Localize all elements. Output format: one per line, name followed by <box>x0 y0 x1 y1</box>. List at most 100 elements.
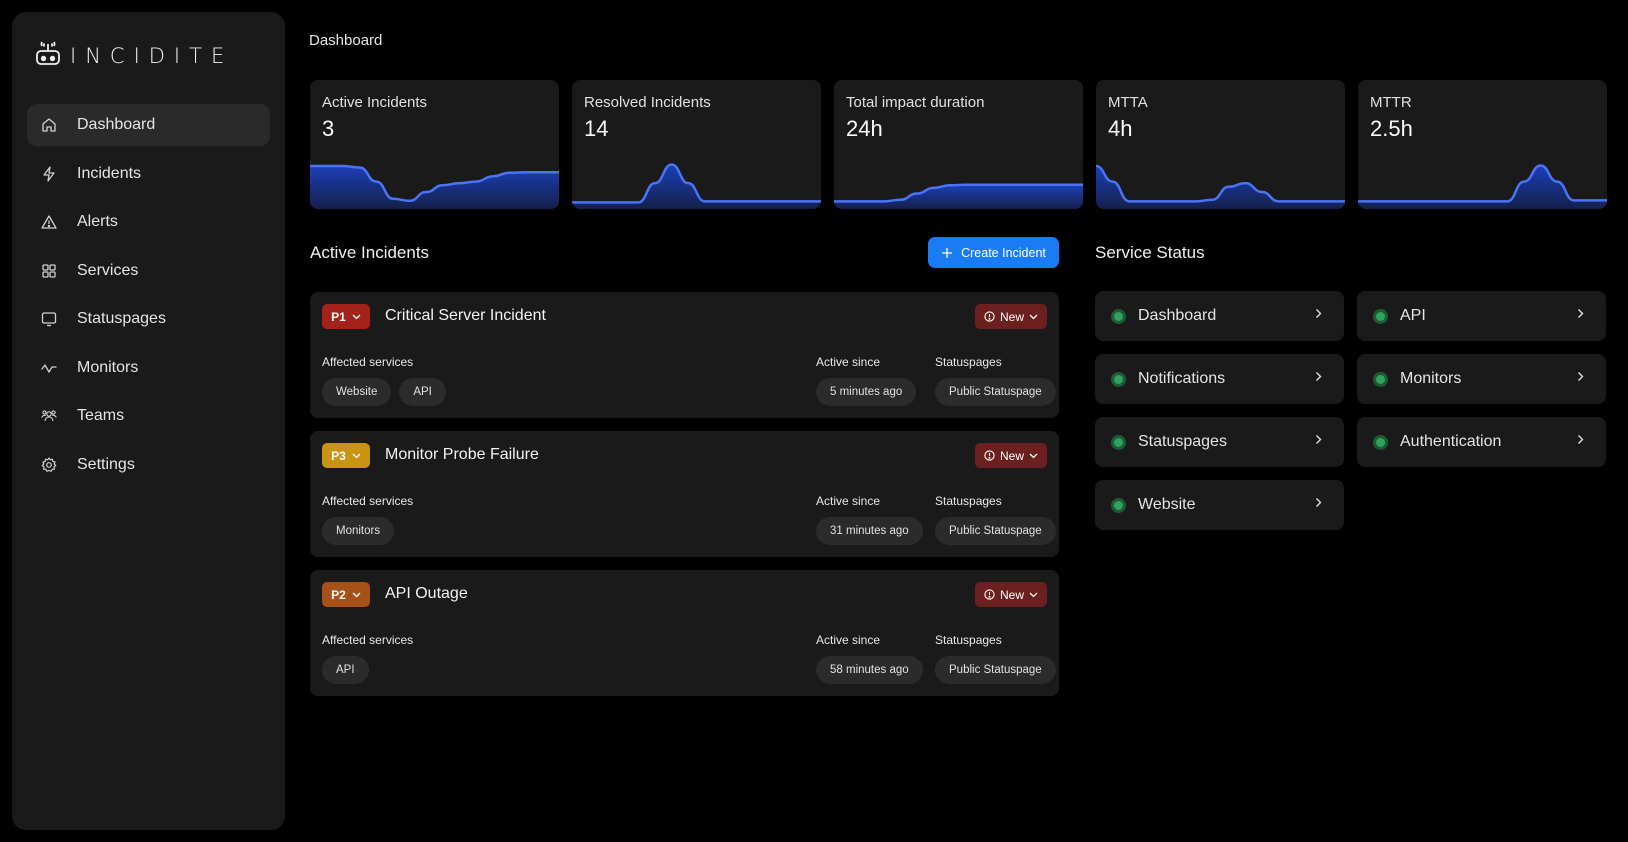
sidebar-item-monitors[interactable]: Monitors <box>27 347 270 389</box>
alert-circle-icon <box>984 311 995 322</box>
sidebar-item-label: Settings <box>77 455 135 473</box>
incident-list: P1 Critical Server Incident New Affected… <box>310 292 1059 709</box>
chevron-down-icon <box>1029 453 1038 458</box>
active-since-label: Active since <box>816 355 881 369</box>
sidebar: INCIDITE Dashboard Incidents Alerts Serv… <box>12 12 285 830</box>
affected-services: Monitors <box>322 517 395 545</box>
stat-card-mtta[interactable]: MTTA 4h <box>1096 80 1345 209</box>
statuspage-chip[interactable]: Public Statuspage <box>935 517 1056 545</box>
incident-card[interactable]: P2 API Outage New Affected services Acti… <box>310 570 1059 696</box>
create-incident-button[interactable]: Create Incident <box>928 237 1059 268</box>
sidebar-item-label: Statuspages <box>77 310 166 327</box>
service-item-api[interactable]: API <box>1357 291 1606 341</box>
priority-dropdown[interactable]: P2 <box>322 582 370 607</box>
sidebar-item-services[interactable]: Services <box>27 250 270 292</box>
service-item-statuspages[interactable]: Statuspages <box>1095 417 1344 467</box>
service-name: Monitors <box>1400 370 1462 387</box>
chevron-down-icon <box>352 453 361 458</box>
statuspage-chip[interactable]: Public Statuspage <box>935 378 1056 406</box>
sparkline-chart <box>1358 164 1607 209</box>
service-item-authentication[interactable]: Authentication <box>1357 417 1606 467</box>
service-item-notifications[interactable]: Notifications <box>1095 354 1344 404</box>
status-dot-icon <box>1373 434 1388 450</box>
create-incident-label: Create Incident <box>961 245 1046 260</box>
stat-label: Total impact duration <box>846 94 985 111</box>
status-dot-icon <box>1111 308 1126 324</box>
active-since-label: Active since <box>816 494 881 508</box>
sidebar-item-label: Dashboard <box>77 116 156 133</box>
service-name: Authentication <box>1400 433 1502 450</box>
stat-value: 3 <box>322 116 335 141</box>
statuspages-label: Statuspages <box>935 633 1002 647</box>
stat-card-active-incidents[interactable]: Active Incidents 3 <box>310 80 559 209</box>
chevron-down-icon <box>352 592 361 597</box>
chevron-right-icon <box>1316 309 1322 318</box>
incident-title[interactable]: Critical Server Incident <box>385 307 546 324</box>
priority-dropdown[interactable]: P3 <box>322 443 370 468</box>
service-chip[interactable]: API <box>399 378 446 406</box>
chevron-down-icon <box>352 314 361 319</box>
priority-label: P3 <box>331 448 346 463</box>
service-name: Website <box>1138 496 1196 513</box>
status-dropdown[interactable]: New <box>975 582 1047 607</box>
incident-card[interactable]: P1 Critical Server Incident New Affected… <box>310 292 1059 418</box>
warning-icon <box>41 214 57 230</box>
sidebar-item-statuspages[interactable]: Statuspages <box>27 298 270 340</box>
sidebar-item-teams[interactable]: Teams <box>27 395 270 437</box>
affected-services: Website API <box>322 378 446 406</box>
gear-icon <box>41 456 57 473</box>
incident-title[interactable]: API Outage <box>385 585 468 602</box>
alert-circle-icon <box>984 450 995 461</box>
stat-value: 24h <box>846 116 883 141</box>
sidebar-nav: Dashboard Incidents Alerts Services Stat… <box>27 104 270 492</box>
affected-services-label: Affected services <box>322 355 414 369</box>
active-since-label: Active since <box>816 633 881 647</box>
status-dot-icon <box>1111 497 1126 513</box>
affected-services: API <box>322 656 369 684</box>
priority-label: P2 <box>331 587 346 602</box>
service-chip[interactable]: Website <box>322 378 392 406</box>
logo[interactable]: INCIDITE <box>34 40 233 68</box>
stat-label: MTTA <box>1108 94 1148 111</box>
status-label: New <box>999 309 1024 324</box>
service-item-dashboard[interactable]: Dashboard <box>1095 291 1344 341</box>
service-item-monitors[interactable]: Monitors <box>1357 354 1606 404</box>
status-dot-icon <box>1373 308 1388 324</box>
stat-card-total-impact-duration[interactable]: Total impact duration 24h <box>834 80 1083 209</box>
service-chip[interactable]: API <box>322 656 369 684</box>
stat-value: 4h <box>1108 116 1133 141</box>
affected-services-label: Affected services <box>322 633 414 647</box>
chevron-right-icon <box>1316 372 1322 381</box>
incident-title[interactable]: Monitor Probe Failure <box>385 446 539 463</box>
status-dropdown[interactable]: New <box>975 443 1047 468</box>
sidebar-item-settings[interactable]: Settings <box>27 444 270 486</box>
grid-icon <box>41 263 57 279</box>
sidebar-item-dashboard[interactable]: Dashboard <box>27 104 270 146</box>
plus-icon <box>942 247 953 258</box>
status-dropdown[interactable]: New <box>975 304 1047 329</box>
priority-dropdown[interactable]: P1 <box>322 304 370 329</box>
alert-circle-icon <box>984 589 995 600</box>
home-icon <box>41 117 57 133</box>
chevron-right-icon <box>1578 309 1584 318</box>
service-item-website[interactable]: Website <box>1095 480 1344 530</box>
statuspages-label: Statuspages <box>935 355 1002 369</box>
lightning-icon <box>41 165 57 182</box>
sparkline-chart <box>310 164 559 209</box>
stat-card-resolved-incidents[interactable]: Resolved Incidents 14 <box>572 80 821 209</box>
sidebar-item-alerts[interactable]: Alerts <box>27 201 270 243</box>
incident-card[interactable]: P3 Monitor Probe Failure New Affected se… <box>310 431 1059 557</box>
service-chip[interactable]: Monitors <box>322 517 395 545</box>
sidebar-item-incidents[interactable]: Incidents <box>27 153 270 195</box>
service-name: Statuspages <box>1138 433 1227 450</box>
affected-services-label: Affected services <box>322 494 414 508</box>
stat-label: MTTR <box>1370 94 1412 111</box>
statuspage-chip[interactable]: Public Statuspage <box>935 656 1056 684</box>
sidebar-item-label: Teams <box>77 407 125 424</box>
sidebar-item-label: Services <box>77 261 139 279</box>
sparkline-chart <box>572 163 821 209</box>
stat-card-mttr[interactable]: MTTR 2.5h <box>1358 80 1607 209</box>
active-since-chip: 31 minutes ago <box>816 517 923 545</box>
service-name: Dashboard <box>1138 307 1217 324</box>
sparkline-chart <box>1096 164 1345 209</box>
